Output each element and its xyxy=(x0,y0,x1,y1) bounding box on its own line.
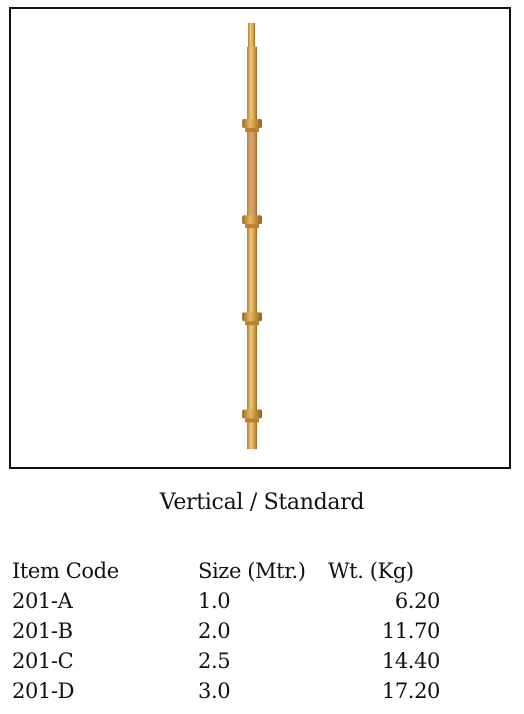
pole-tube-segment xyxy=(249,127,256,218)
table-row: 201-B 2.0 11.70 xyxy=(12,616,440,646)
pole-spigot xyxy=(248,22,256,49)
cup-joint-2 xyxy=(242,215,262,229)
item-code: 201-C xyxy=(12,649,74,673)
item-code: 201-A xyxy=(12,589,73,613)
specs-table: Item Code Size (Mtr.) Wt. (Kg) 201-A 1.0… xyxy=(12,556,440,706)
table-row: 201-C 2.5 14.40 xyxy=(12,646,440,676)
pole-tube xyxy=(247,46,258,450)
item-weight: 17.20 xyxy=(381,679,441,703)
item-size: 3.0 xyxy=(198,679,231,703)
item-size: 1.0 xyxy=(198,589,231,613)
item-size: 2.5 xyxy=(198,649,231,673)
header-item-code: Item Code xyxy=(12,559,119,583)
specs-header-row: Item Code Size (Mtr.) Wt. (Kg) xyxy=(12,556,440,586)
scaffold-standard-pole-icon xyxy=(242,22,262,450)
table-row: 201-A 1.0 6.20 xyxy=(12,586,440,616)
item-code: 201-B xyxy=(12,619,73,643)
header-weight: Wt. (Kg) xyxy=(328,559,414,583)
product-image-frame xyxy=(9,7,511,469)
cup-joint-1 xyxy=(242,119,262,132)
product-caption: Vertical / Standard xyxy=(159,490,365,515)
item-weight: 14.40 xyxy=(381,649,441,673)
table-row: 201-D 3.0 17.20 xyxy=(12,676,440,706)
item-code: 201-D xyxy=(12,679,75,703)
item-weight: 11.70 xyxy=(381,619,441,643)
cup-joint-4 xyxy=(242,409,262,423)
header-size: Size (Mtr.) xyxy=(198,559,306,583)
item-weight: 6.20 xyxy=(394,589,441,613)
cup-joint-3 xyxy=(242,312,262,326)
item-size: 2.0 xyxy=(198,619,231,643)
